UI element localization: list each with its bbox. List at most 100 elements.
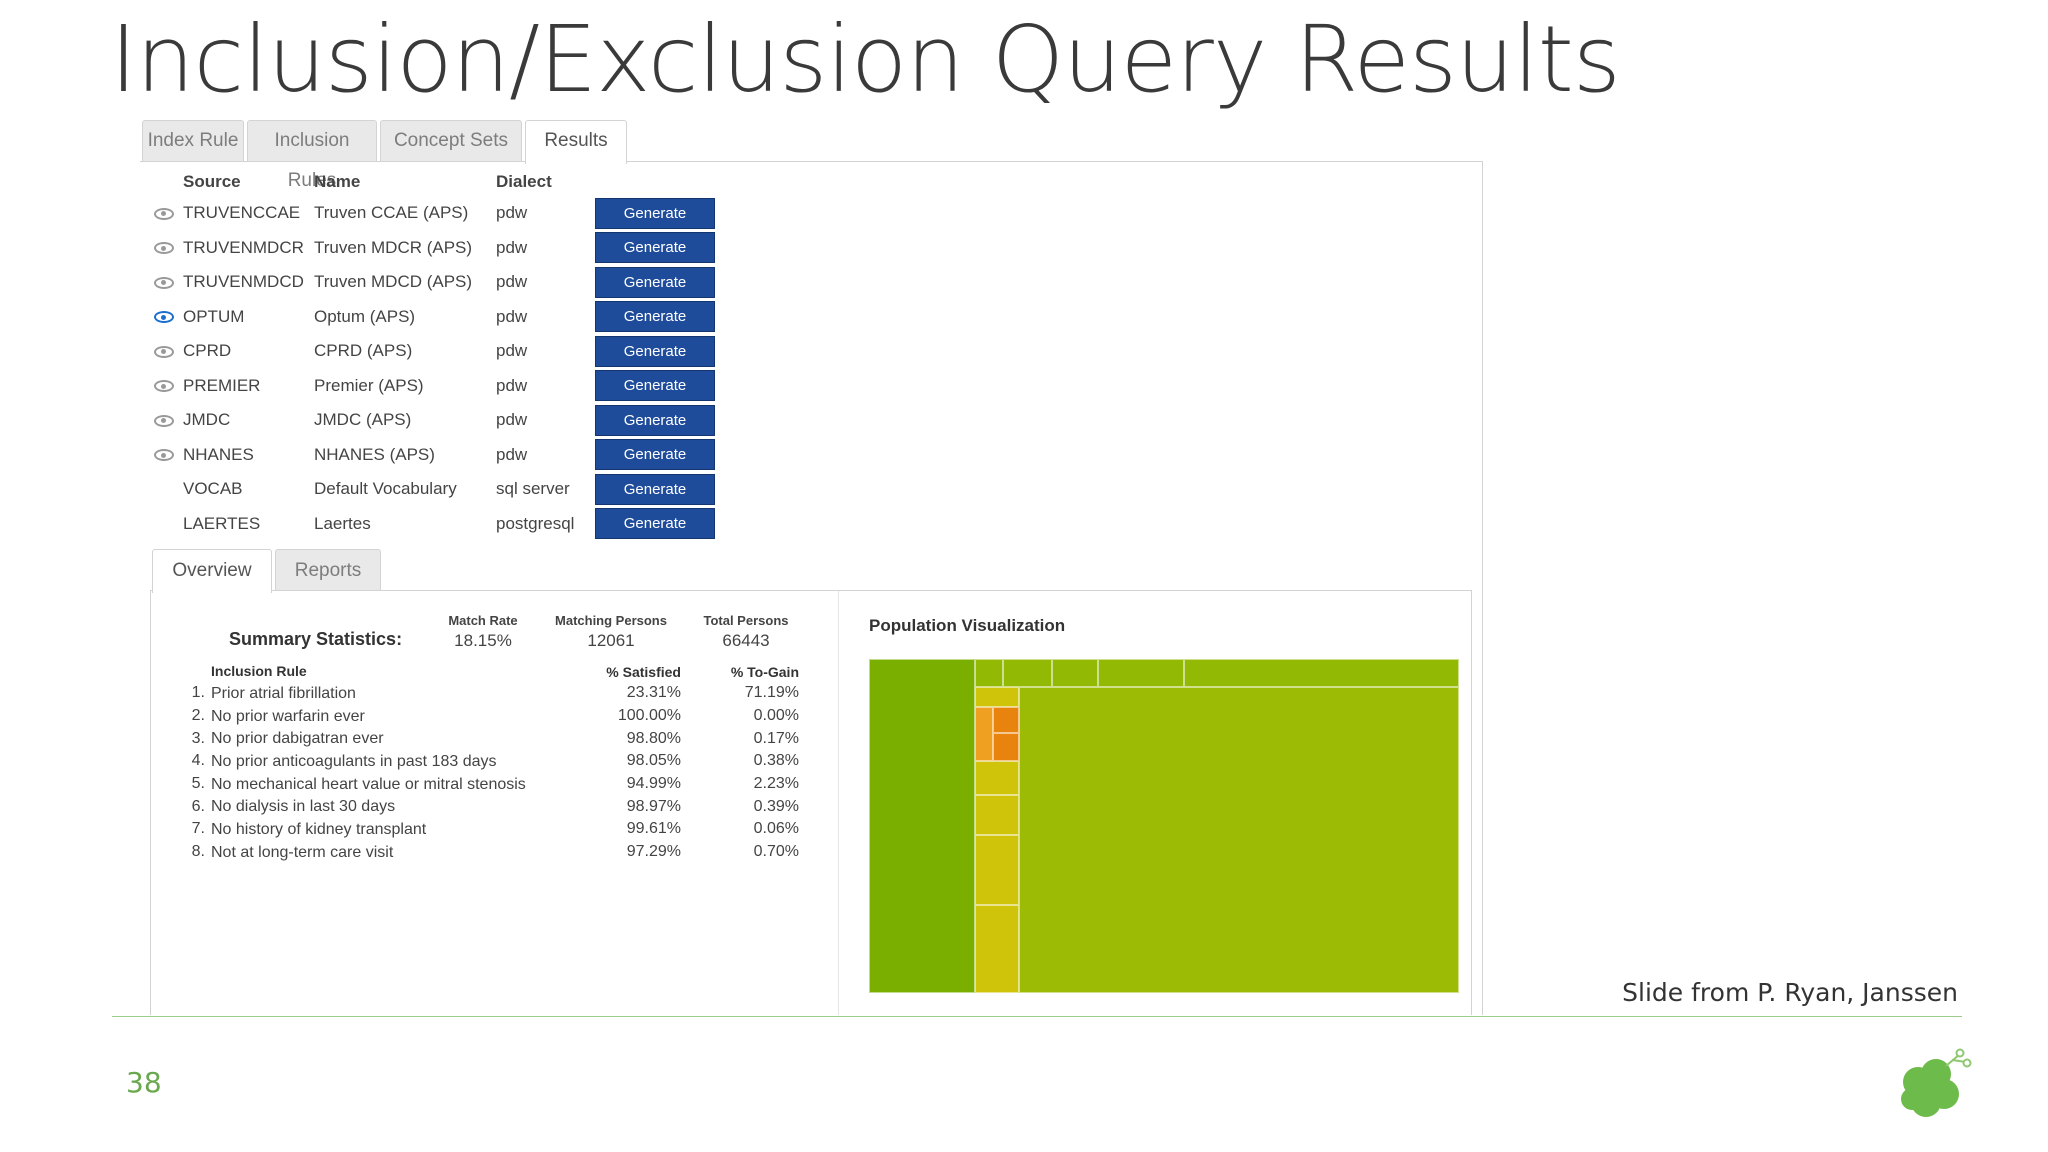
- tab-overview[interactable]: Overview: [152, 549, 272, 593]
- generate-button[interactable]: Generate: [595, 370, 715, 402]
- treemap-cell[interactable]: [1098, 659, 1184, 687]
- treemap-cell[interactable]: [975, 795, 1019, 835]
- generate-button[interactable]: Generate: [595, 473, 715, 505]
- table-row[interactable]: 5. No mechanical heart value or mitral s…: [185, 773, 799, 796]
- source-key: TRUVENMDCD: [183, 272, 304, 292]
- rule-number: 7.: [191, 820, 205, 838]
- rule-to-gain: 0.38%: [753, 752, 799, 770]
- eye-icon[interactable]: [154, 449, 174, 462]
- table-row[interactable]: 6. No dialysis in last 30 days 98.97% 0.…: [185, 795, 799, 818]
- rule-number: 2.: [191, 707, 205, 725]
- sources-table: Source Name Dialect TRUVENCCAE Truven CC…: [145, 168, 715, 541]
- main-tab-bar: Index Rule Inclusion Rules Concept Sets …: [140, 118, 1482, 191]
- treemap-cell[interactable]: [975, 905, 1019, 993]
- page-number: 38: [126, 1066, 162, 1099]
- table-row[interactable]: 3. No prior dabigatran ever 98.80% 0.17%: [185, 727, 799, 750]
- treemap-cell[interactable]: [975, 687, 1019, 707]
- source-key: VOCAB: [183, 479, 243, 499]
- generate-button[interactable]: Generate: [595, 439, 715, 471]
- rule-to-gain: 2.23%: [753, 775, 799, 793]
- source-key: JMDC: [183, 410, 231, 430]
- treemap-cell[interactable]: [1052, 659, 1098, 687]
- table-row: TRUVENCCAE Truven CCAE (APS) pdw Generat…: [145, 196, 715, 231]
- table-row: NHANES NHANES (APS) pdw Generate: [145, 438, 715, 473]
- source-name: Default Vocabulary: [314, 479, 457, 499]
- rule-to-gain: 0.39%: [753, 797, 799, 815]
- source-key: CPRD: [183, 341, 232, 361]
- treemap-cell[interactable]: [1003, 659, 1052, 687]
- treemap-cell[interactable]: [975, 707, 993, 761]
- to-gain-column-header: % To-Gain: [730, 663, 799, 680]
- generate-button[interactable]: Generate: [595, 266, 715, 298]
- eye-icon[interactable]: [154, 345, 174, 358]
- tab-concept-sets[interactable]: Concept Sets: [380, 120, 522, 161]
- eye-icon[interactable]: [154, 414, 174, 427]
- generate-button[interactable]: Generate: [595, 232, 715, 264]
- treemap-cell-left[interactable]: [869, 659, 975, 993]
- table-row[interactable]: 7. No history of kidney transplant 99.61…: [185, 818, 799, 841]
- overview-panel: Summary Statistics: Match Rate 18.15% Ma…: [150, 590, 1472, 1015]
- rule-name: Not at long-term care visit: [211, 843, 394, 861]
- source-column-header: Source: [183, 172, 241, 191]
- source-key: OPTUM: [183, 306, 245, 326]
- source-name: Truven CCAE (APS): [314, 203, 469, 223]
- treemap-cell[interactable]: [975, 835, 1019, 905]
- results-panel: Source Name Dialect TRUVENCCAE Truven CC…: [140, 161, 1483, 1015]
- eye-icon[interactable]: [154, 207, 174, 220]
- rule-name: No prior dabigatran ever: [211, 730, 384, 748]
- treemap-cell[interactable]: [993, 707, 1019, 733]
- treemap-cell[interactable]: [975, 761, 1019, 795]
- total-persons-value: 66443: [722, 631, 770, 650]
- rule-satisfied: 23.31%: [626, 684, 681, 702]
- footer-divider: [112, 1016, 1962, 1017]
- generate-button[interactable]: Generate: [595, 508, 715, 540]
- source-dialect: sql server: [496, 479, 570, 499]
- source-key: TRUVENMDCR: [183, 237, 304, 257]
- treemap-cell[interactable]: [993, 733, 1019, 761]
- rule-satisfied: 98.97%: [626, 797, 681, 815]
- generate-button[interactable]: Generate: [595, 301, 715, 333]
- dialect-column-header: Dialect: [496, 172, 552, 191]
- source-key: NHANES: [183, 444, 254, 464]
- ohdsi-logo-icon: [1901, 1048, 1972, 1117]
- generate-button[interactable]: Generate: [595, 335, 715, 367]
- source-key: LAERTES: [183, 513, 261, 533]
- generate-button[interactable]: Generate: [595, 197, 715, 229]
- source-name: NHANES (APS): [314, 444, 435, 464]
- match-rate-label: Match Rate: [448, 613, 518, 628]
- table-row[interactable]: 2. No prior warfarin ever 100.00% 0.00%: [185, 705, 799, 728]
- table-row[interactable]: 8. Not at long-term care visit 97.29% 0.…: [185, 841, 799, 864]
- source-name: JMDC (APS): [314, 410, 412, 430]
- tab-results[interactable]: Results: [525, 120, 627, 164]
- eye-icon[interactable]: [154, 242, 174, 255]
- eye-icon[interactable]: [154, 311, 174, 324]
- tab-index-rule[interactable]: Index Rule: [142, 120, 244, 161]
- table-row[interactable]: 1. Prior atrial fibrillation 23.31% 71.1…: [185, 682, 799, 705]
- total-persons-label: Total Persons: [703, 613, 789, 628]
- treemap-cell[interactable]: [975, 659, 1003, 687]
- treemap-cell[interactable]: [1184, 659, 1459, 687]
- table-row: VOCAB Default Vocabulary sql server Gene…: [145, 472, 715, 507]
- tab-reports[interactable]: Reports: [275, 549, 381, 590]
- tab-inclusion-rules[interactable]: Inclusion Rules: [247, 120, 377, 191]
- source-dialect: pdw: [496, 444, 528, 464]
- table-row: OPTUM Optum (APS) pdw Generate: [145, 300, 715, 335]
- source-name: Truven MDCR (APS): [314, 237, 473, 257]
- eye-icon[interactable]: [154, 276, 174, 289]
- eye-column-header: [145, 168, 183, 196]
- rule-satisfied: 100.00%: [617, 707, 681, 725]
- rule-name: No history of kidney transplant: [211, 820, 427, 838]
- population-treemap[interactable]: [869, 659, 1459, 993]
- table-row: LAERTES Laertes postgresql Generate: [145, 507, 715, 542]
- inclusion-rule-column-header: Inclusion Rule: [211, 663, 307, 679]
- rule-satisfied: 94.99%: [626, 775, 681, 793]
- treemap-cell-main[interactable]: [1019, 687, 1459, 993]
- slide-credit: Slide from P. Ryan, Janssen: [1622, 978, 1958, 1007]
- rule-number: 8.: [191, 843, 205, 861]
- generate-button[interactable]: Generate: [595, 404, 715, 436]
- table-row[interactable]: 4. No prior anticoagulants in past 183 d…: [185, 750, 799, 773]
- source-dialect: pdw: [496, 375, 528, 395]
- eye-icon[interactable]: [154, 380, 174, 393]
- sources-table-header: Source Name Dialect: [145, 168, 715, 196]
- slide-title: Inclusion/Exclusion Query Results: [110, 6, 1621, 113]
